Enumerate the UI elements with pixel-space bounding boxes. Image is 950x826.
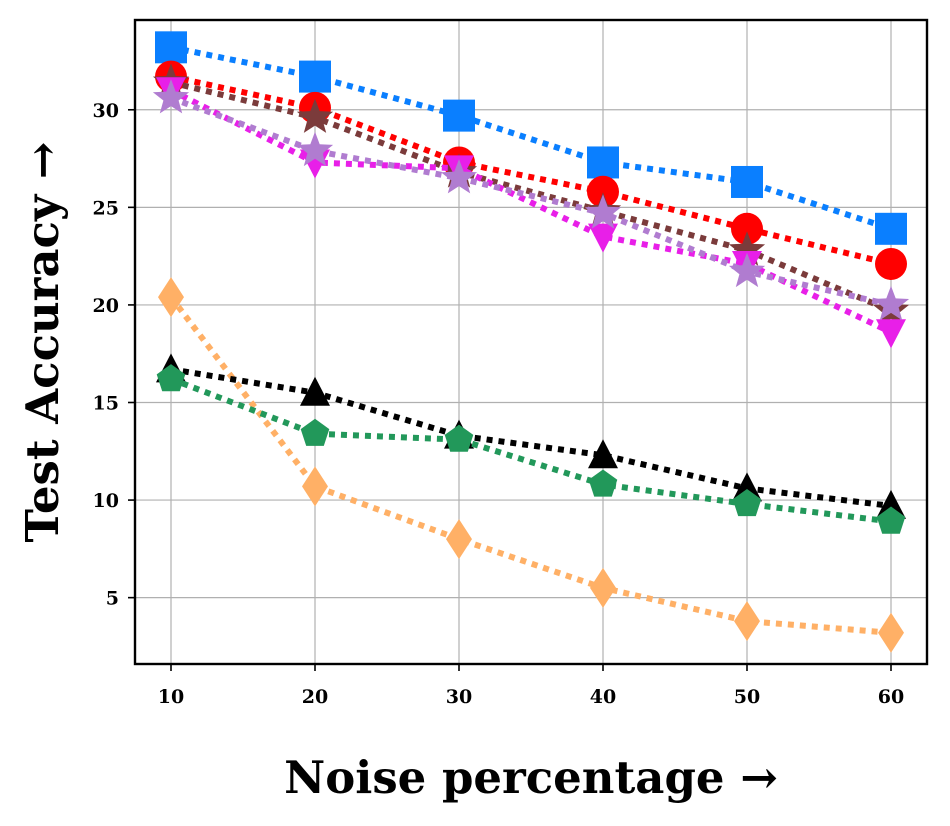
grid	[135, 20, 927, 664]
series-group	[152, 31, 910, 653]
green-pentagon-marker	[588, 469, 618, 497]
series-lavender-star	[152, 79, 910, 321]
series-line-brown-star	[170, 79, 893, 314]
blue-square-marker	[731, 165, 763, 198]
y-axis-title: Test Accuracy →	[16, 142, 69, 543]
x-tick-label: 20	[302, 686, 328, 708]
x-axis-title: Noise percentage →	[284, 751, 778, 804]
y-tick-label: 15	[93, 392, 119, 414]
axis-ticks: 10 20 30 40 50 60 5 10 15 20 25 30	[93, 100, 905, 708]
magenta-triangle-down-marker	[588, 223, 618, 253]
black-triangle-up-marker	[588, 439, 618, 469]
series-line-red-circle	[170, 73, 892, 267]
y-tick-label: 25	[93, 197, 119, 219]
orange-diamond-marker	[446, 519, 472, 560]
y-tick-label: 5	[106, 588, 119, 610]
series-line-black-triangle-up	[170, 366, 892, 509]
blue-square-marker	[299, 60, 331, 93]
black-triangle-up-marker	[876, 489, 906, 519]
series-line-lavender-star	[169, 95, 892, 308]
magenta-triangle-down-marker	[876, 319, 906, 349]
black-triangle-up-marker	[300, 376, 330, 406]
red-circle-marker	[587, 175, 619, 208]
series-line-blue-square	[170, 44, 892, 232]
green-pentagon-marker	[300, 418, 330, 446]
y-tick-label: 30	[93, 100, 119, 122]
lavender-star-marker	[296, 131, 334, 167]
green-pentagon-marker	[732, 489, 762, 517]
brown-star-marker	[296, 98, 334, 133]
lavender-star-marker	[728, 252, 766, 288]
series-green-pentagon	[156, 364, 906, 534]
blue-square-marker	[155, 31, 187, 64]
series-blue-square	[155, 31, 907, 245]
x-tick-label: 10	[158, 686, 184, 708]
red-circle-marker	[875, 247, 907, 280]
red-circle-marker	[731, 212, 763, 245]
green-pentagon-marker	[156, 364, 186, 392]
orange-diamond-marker	[734, 601, 760, 642]
blue-square-marker	[443, 99, 475, 132]
series-black-triangle-up	[156, 353, 906, 519]
plot-frame	[133, 18, 929, 666]
blue-square-marker	[587, 146, 619, 179]
blue-square-marker	[875, 212, 907, 245]
lavender-star-marker	[152, 79, 190, 114]
x-tick-label: 50	[734, 686, 760, 708]
orange-diamond-marker	[302, 466, 328, 507]
x-tick-label: 40	[590, 686, 616, 708]
series-line-green-pentagon	[169, 376, 892, 525]
green-pentagon-marker	[444, 424, 474, 452]
series-magenta-triangle-down	[156, 77, 906, 349]
brown-star-marker	[728, 231, 766, 266]
orange-diamond-marker	[158, 277, 184, 318]
orange-diamond-marker	[590, 567, 616, 608]
lavender-star-marker	[872, 285, 910, 321]
y-tick-label: 10	[93, 490, 119, 512]
green-pentagon-marker	[876, 506, 906, 534]
x-tick-label: 60	[878, 686, 904, 708]
orange-diamond-marker	[878, 612, 904, 653]
series-red-circle	[155, 60, 907, 280]
lavender-star-marker	[440, 159, 478, 194]
series-orange-diamond	[158, 277, 904, 653]
black-triangle-up-marker	[732, 472, 762, 502]
lavender-star-marker	[584, 194, 622, 229]
series-line-magenta-triangle-down	[169, 87, 893, 335]
y-tick-label: 20	[93, 295, 119, 317]
x-tick-label: 30	[446, 686, 472, 708]
